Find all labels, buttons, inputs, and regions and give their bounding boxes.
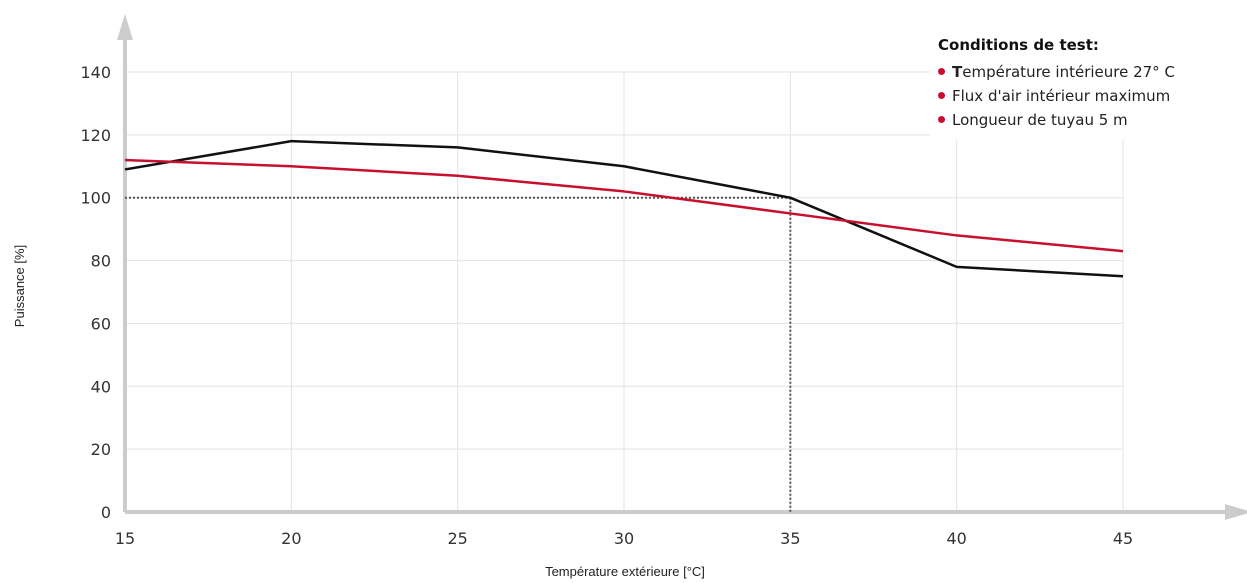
y-tick-label: 20	[91, 440, 111, 459]
y-tick-label: 80	[91, 252, 111, 271]
reference-lines	[125, 196, 792, 512]
legend-item-text: empérature intérieure 27° C	[962, 63, 1175, 81]
series-line-2	[124, 158, 1124, 253]
x-tick-label: 30	[614, 529, 634, 548]
x-tick-label: 25	[447, 529, 467, 548]
y-tick-labels: 0 20 40 60 80 100 120 140	[80, 63, 111, 522]
legend-item-text: Longueur de tuyau 5 m	[952, 111, 1128, 129]
bullet-icon	[938, 116, 945, 123]
x-axis-arrow	[1225, 504, 1247, 520]
legend-item-bold: T	[952, 63, 963, 81]
bullet-icon	[938, 68, 945, 75]
legend-item: Température intérieure 27° C	[936, 60, 1175, 84]
x-tick-label: 40	[946, 529, 966, 548]
y-tick-label: 120	[80, 126, 111, 145]
y-tick-label: 140	[80, 63, 111, 82]
bullet-icon	[938, 92, 945, 99]
y-tick-label: 100	[80, 189, 111, 208]
y-axis-arrow	[117, 14, 133, 40]
legend-item: Longueur de tuyau 5 m	[936, 108, 1175, 132]
x-tick-labels: 15 20 25 30 35 40 45	[115, 529, 1133, 548]
x-tick-label: 15	[115, 529, 135, 548]
y-tick-label: 40	[91, 377, 111, 396]
legend: Conditions de test: Température intérieu…	[930, 34, 1181, 140]
legend-item-text: Flux d'air intérieur maximum	[952, 87, 1171, 105]
axes	[117, 14, 1247, 520]
series-line-1	[124, 139, 1124, 278]
x-tick-label: 35	[780, 529, 800, 548]
x-axis-label: Température extérieure [°C]	[545, 564, 705, 579]
y-tick-label: 0	[101, 503, 111, 522]
legend-title: Conditions de test:	[938, 36, 1099, 54]
series	[124, 139, 1124, 278]
y-axis-label: Puissance [%]	[12, 245, 27, 327]
legend-item: Flux d'air intérieur maximum	[936, 84, 1175, 108]
x-tick-label: 45	[1113, 529, 1133, 548]
x-tick-label: 20	[281, 529, 301, 548]
y-tick-label: 60	[91, 314, 111, 333]
